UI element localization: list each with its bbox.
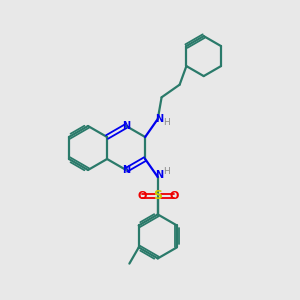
Text: N: N [122, 121, 130, 131]
Text: N: N [155, 170, 163, 180]
Text: O: O [169, 191, 178, 201]
Text: O: O [137, 191, 146, 201]
Text: N: N [155, 114, 163, 124]
Text: N: N [122, 165, 130, 175]
Text: H: H [164, 118, 170, 127]
Text: S: S [153, 189, 162, 202]
Text: H: H [164, 167, 170, 176]
